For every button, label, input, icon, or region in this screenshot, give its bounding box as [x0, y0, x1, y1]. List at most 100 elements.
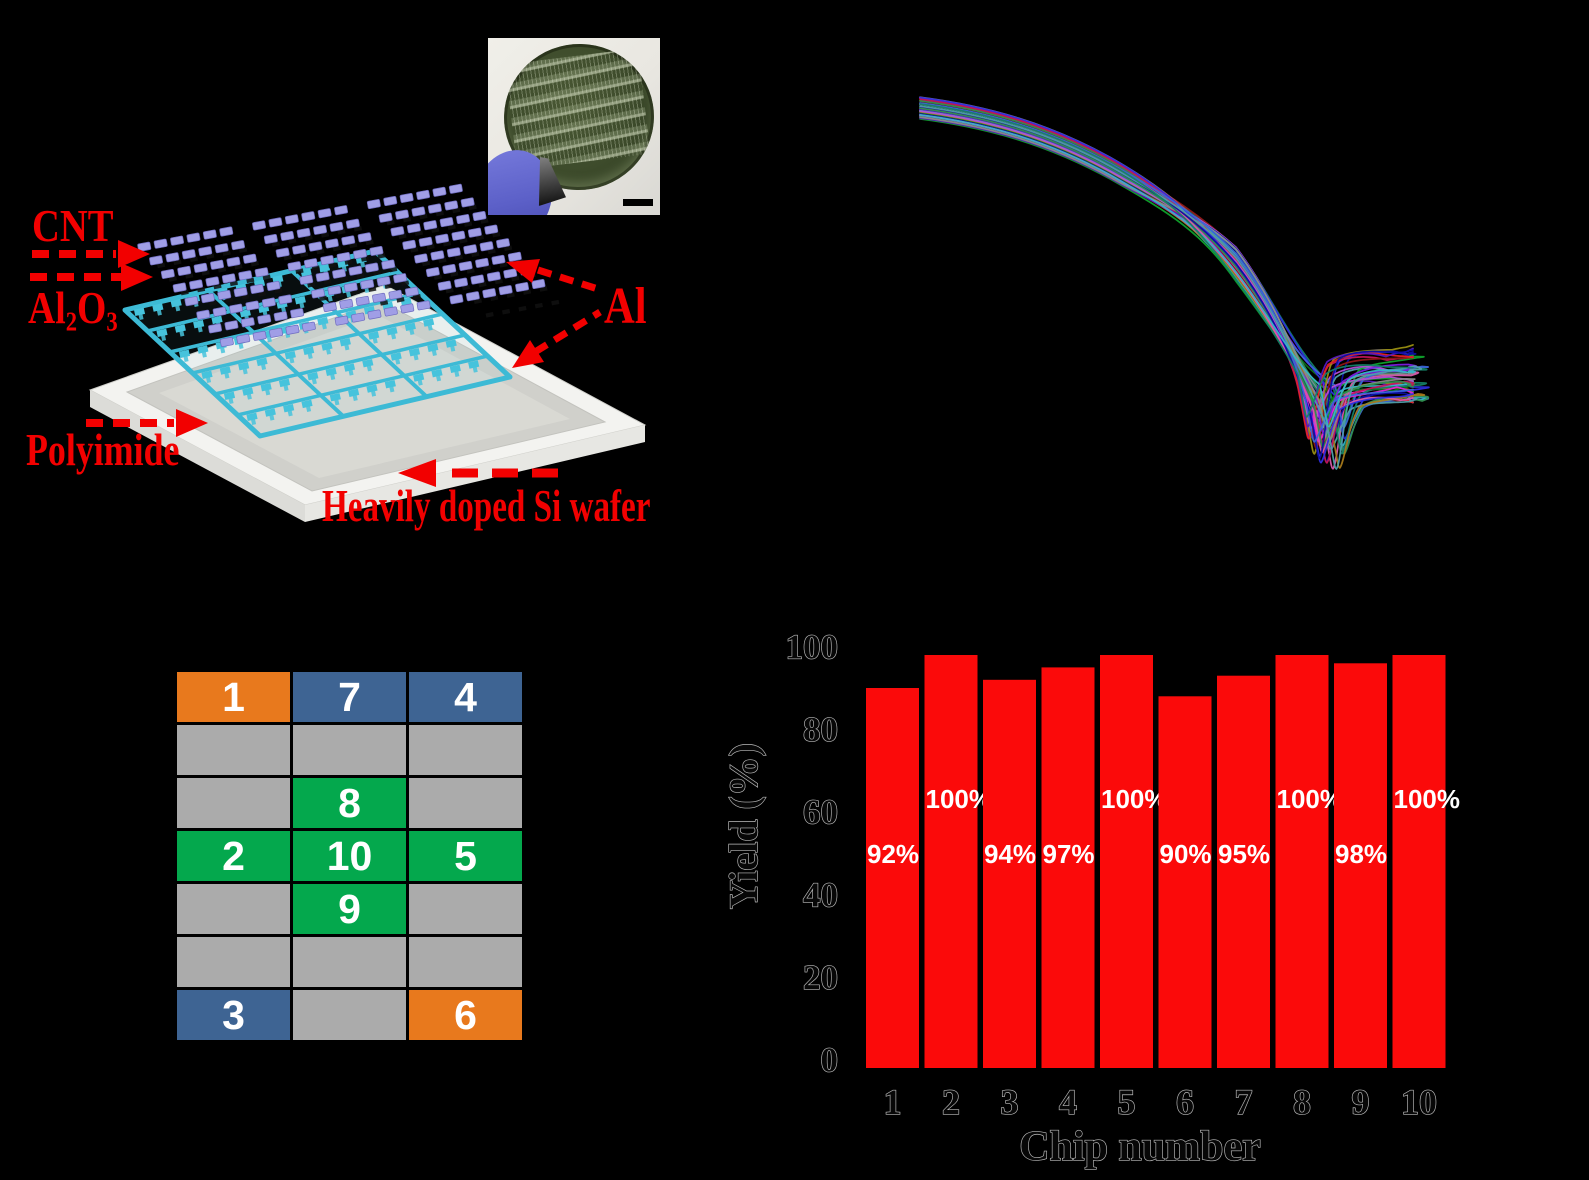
cnt-device-block — [531, 279, 546, 289]
si-wafer-label-text: Heavily doped Si wafer — [322, 480, 651, 531]
cnt-device-block — [472, 211, 487, 221]
gate-pad-tab — [450, 345, 456, 352]
gate-pad — [404, 322, 416, 332]
gate-divider-h — [237, 354, 488, 417]
gate-pad-tab — [346, 291, 352, 298]
cnt-device-block — [463, 244, 478, 255]
cnt-device-block — [366, 199, 381, 210]
bar-value-label: 94% — [984, 839, 1036, 869]
cnt-device-block — [357, 232, 372, 243]
cnt-device-block — [383, 306, 398, 317]
cnt-device-block — [442, 264, 457, 274]
transfer-curve — [919, 105, 1423, 470]
cnt-device-block — [376, 276, 391, 287]
cnt-device-block — [299, 274, 314, 285]
cnt-device-block — [479, 241, 494, 252]
cnt-device-block — [339, 298, 354, 309]
yield-bar — [1217, 675, 1270, 1068]
cnt-device-block — [219, 336, 234, 347]
cnt-device-block — [444, 200, 459, 211]
cnt-device-block — [301, 211, 316, 222]
al2o3-sub2: 2 — [65, 305, 78, 337]
cnt-device-block — [496, 238, 510, 249]
gate-pad — [256, 357, 268, 367]
cnt-device-block — [252, 220, 266, 231]
transfer-curve — [919, 114, 1416, 428]
wafer-map-cell-empty — [177, 937, 290, 987]
gate-pad — [246, 412, 258, 422]
cnt-device-block — [269, 327, 283, 338]
cnt-device-block — [486, 271, 501, 282]
bar-value-label: 98% — [1335, 839, 1387, 869]
bar-value-label: 95% — [1218, 839, 1270, 869]
cnt-device-block — [226, 256, 241, 267]
polyimide-arrow-head — [176, 409, 208, 437]
contact-mark — [502, 308, 511, 315]
cnt-device-block — [395, 209, 409, 220]
gate-pad — [170, 298, 182, 308]
gate-pad-tab — [261, 364, 267, 371]
x-tick-label: 6 — [1176, 1082, 1194, 1122]
bar-value-label: 100% — [1394, 784, 1461, 814]
cnt-device-block — [467, 227, 482, 238]
cnt-device-block — [470, 274, 485, 285]
cnt-device-block — [189, 279, 203, 290]
gate-pad — [339, 337, 351, 347]
cnt-device-block — [460, 197, 475, 208]
x-tick-label: 9 — [1352, 1082, 1370, 1122]
transfer-curve — [919, 97, 1420, 470]
cnt-device-block — [268, 217, 283, 228]
cnt-device-block — [193, 262, 208, 273]
gate-pad — [343, 363, 356, 372]
al-arrow-top — [506, 259, 600, 293]
gate-pad — [348, 388, 360, 398]
cnt-device-block — [416, 300, 431, 311]
cnt-label-text: CNT — [32, 200, 114, 251]
annotation-arrows — [30, 240, 602, 487]
yield-bar — [1275, 655, 1329, 1068]
cnt-device-block — [406, 223, 421, 234]
al2o3-arrow — [30, 263, 153, 291]
cnt-device-block — [172, 282, 187, 293]
gate-pad — [362, 358, 374, 368]
gate-pad — [408, 347, 421, 357]
cnt-device-block — [367, 309, 382, 320]
bar-value-label: 97% — [1043, 839, 1095, 869]
bar-value-label: 92% — [867, 839, 919, 869]
cnt-device-block — [491, 254, 506, 265]
gate-pad — [272, 274, 284, 284]
gate-pad-tab — [224, 372, 230, 379]
gate-pad — [329, 392, 341, 402]
cnt-device-block — [449, 294, 464, 305]
cnt-device-block — [507, 251, 522, 262]
yield-bar — [1100, 655, 1153, 1068]
cnt-device-block — [341, 235, 356, 246]
cnt-device-block — [233, 287, 248, 297]
gate-pad-tab — [334, 399, 340, 406]
y-axis-title: Yield (%) — [721, 743, 766, 909]
cnt-device-block — [351, 312, 365, 323]
gate-pad-tab — [321, 323, 327, 330]
x-tick-label: 5 — [1118, 1082, 1136, 1122]
gate-pad-tab — [265, 389, 271, 396]
gate-pad-tab — [201, 351, 207, 358]
gate-pad-tab — [307, 353, 313, 360]
gate-pad — [307, 371, 319, 381]
cnt-device-block — [430, 250, 445, 261]
cnt-device-block — [458, 260, 473, 271]
gate-pad — [368, 331, 380, 340]
gate-pad — [178, 349, 191, 359]
panel-a-schematic — [30, 183, 647, 522]
al2o3-sub3: 3 — [106, 305, 118, 337]
cnt-device-block — [390, 226, 405, 237]
wafer-map-cell-chip-7: 7 — [293, 672, 406, 722]
gate-pad-tab — [206, 377, 212, 383]
gate-pad-tab — [413, 354, 419, 361]
cnt-device-block — [275, 247, 290, 258]
yield-bar — [1041, 667, 1095, 1068]
gate-pad-tab — [266, 336, 272, 343]
cnt-device-block — [448, 183, 463, 194]
wafer-map-cell-chip-9: 9 — [293, 884, 406, 934]
